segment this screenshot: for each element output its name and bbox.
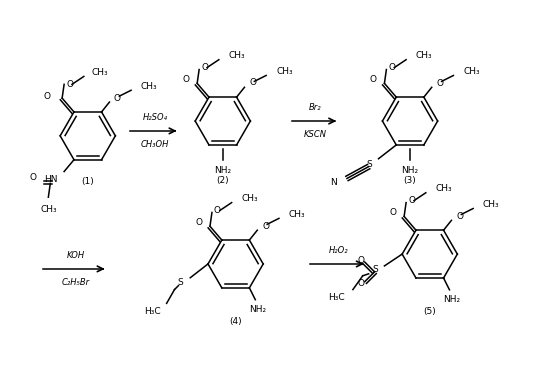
Text: CH₃: CH₃ xyxy=(242,194,258,203)
Text: (5): (5) xyxy=(424,307,436,316)
Text: C₂H₅Br: C₂H₅Br xyxy=(61,278,90,287)
Text: CH₃: CH₃ xyxy=(40,204,56,214)
Text: CH₃: CH₃ xyxy=(463,67,480,76)
Text: O: O xyxy=(437,79,444,88)
Text: CH₃: CH₃ xyxy=(229,51,246,60)
Text: H₃C: H₃C xyxy=(144,307,161,316)
Text: O: O xyxy=(408,196,415,205)
Text: CH₃: CH₃ xyxy=(436,184,452,193)
Text: HN: HN xyxy=(44,175,57,184)
Text: Br₂: Br₂ xyxy=(309,103,322,112)
Text: (4): (4) xyxy=(229,316,242,326)
Text: CH₃: CH₃ xyxy=(289,210,305,219)
Text: O: O xyxy=(388,63,395,72)
Text: O: O xyxy=(262,222,269,231)
Text: S: S xyxy=(373,265,378,275)
Text: (1): (1) xyxy=(81,177,94,186)
Text: CH₃: CH₃ xyxy=(416,51,432,60)
Text: CH₃OH: CH₃OH xyxy=(140,140,169,149)
Text: O: O xyxy=(369,75,377,84)
Text: O: O xyxy=(214,206,221,215)
Text: KOH: KOH xyxy=(66,251,85,259)
Text: S: S xyxy=(367,160,373,169)
Text: O: O xyxy=(66,80,73,89)
Text: NH₂: NH₂ xyxy=(249,305,266,314)
Text: NH₂: NH₂ xyxy=(214,166,231,175)
Text: NH₂: NH₂ xyxy=(443,295,460,304)
Text: O: O xyxy=(195,218,202,227)
Text: O: O xyxy=(29,173,36,182)
Text: O: O xyxy=(201,63,208,72)
Text: H₂O₂: H₂O₂ xyxy=(328,246,348,254)
Text: O: O xyxy=(456,212,463,221)
Text: H₃C: H₃C xyxy=(328,293,345,302)
Text: KSCN: KSCN xyxy=(304,131,327,139)
Text: CH₃: CH₃ xyxy=(92,68,108,77)
Text: S: S xyxy=(178,278,184,287)
Text: CH₃: CH₃ xyxy=(276,67,293,76)
Text: O: O xyxy=(358,256,365,264)
Text: NH₂: NH₂ xyxy=(401,166,419,175)
Text: H₂SO₄: H₂SO₄ xyxy=(142,112,167,122)
Text: O: O xyxy=(113,94,121,103)
Text: O: O xyxy=(389,208,397,217)
Text: O: O xyxy=(249,78,257,87)
Text: (3): (3) xyxy=(404,176,416,185)
Text: (2): (2) xyxy=(216,176,229,185)
Text: CH₃: CH₃ xyxy=(141,82,158,91)
Text: O: O xyxy=(358,279,365,288)
Text: N: N xyxy=(330,178,337,187)
Text: O: O xyxy=(43,92,50,100)
Text: O: O xyxy=(182,75,189,84)
Text: CH₃: CH₃ xyxy=(483,200,499,209)
